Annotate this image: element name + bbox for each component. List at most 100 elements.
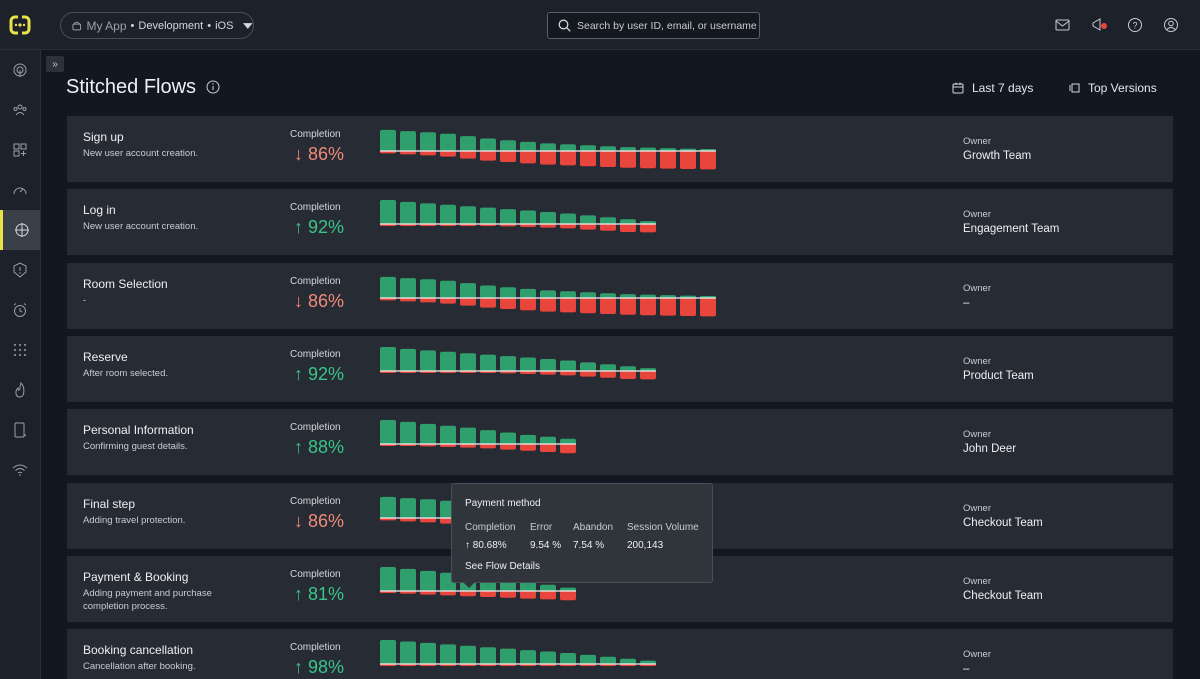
- step-success-bar[interactable]: [440, 133, 456, 151]
- step-drop-bar[interactable]: [480, 444, 496, 449]
- step-success-bar[interactable]: [400, 498, 416, 518]
- flow-steps-chart[interactable]: [380, 116, 740, 182]
- step-success-bar[interactable]: [600, 146, 616, 151]
- step-success-bar[interactable]: [420, 350, 436, 371]
- step-success-bar[interactable]: [440, 280, 456, 298]
- step-success-bar[interactable]: [400, 421, 416, 444]
- step-success-bar[interactable]: [540, 143, 556, 151]
- mail-icon[interactable]: [1054, 16, 1072, 34]
- step-success-bar[interactable]: [480, 138, 496, 151]
- profile-icon[interactable]: [1162, 16, 1180, 34]
- step-success-bar[interactable]: [600, 364, 616, 371]
- step-success-bar[interactable]: [560, 360, 576, 371]
- flow-card[interactable]: Log in New user account creation. Completi…: [67, 189, 1173, 255]
- flow-steps-chart[interactable]: [380, 336, 740, 402]
- step-success-bar[interactable]: [580, 292, 596, 298]
- step-drop-bar[interactable]: [540, 591, 556, 600]
- step-success-bar[interactable]: [540, 651, 556, 664]
- step-drop-bar[interactable]: [440, 298, 456, 304]
- step-success-bar[interactable]: [440, 644, 456, 664]
- step-success-bar[interactable]: [600, 656, 616, 664]
- flow-steps-chart[interactable]: [380, 263, 740, 329]
- step-drop-bar[interactable]: [580, 224, 596, 230]
- step-success-bar[interactable]: [560, 438, 576, 444]
- flow-card[interactable]: Room Selection - Completion ↓ 86% Owner –: [67, 263, 1173, 329]
- step-success-bar[interactable]: [540, 212, 556, 224]
- step-drop-bar[interactable]: [500, 591, 516, 598]
- step-success-bar[interactable]: [460, 645, 476, 664]
- step-success-bar[interactable]: [420, 642, 436, 664]
- flow-card[interactable]: Sign up New user account creation. Complet…: [67, 116, 1173, 182]
- flow-card[interactable]: Personal Information Confirming guest det…: [67, 409, 1173, 475]
- flow-card[interactable]: Payment & Booking Adding payment and purc…: [67, 556, 1173, 622]
- step-drop-bar[interactable]: [500, 224, 516, 227]
- step-success-bar[interactable]: [500, 432, 516, 444]
- flow-steps-chart[interactable]: [380, 409, 740, 475]
- search-input[interactable]: [577, 19, 757, 32]
- step-drop-bar[interactable]: [640, 151, 656, 169]
- date-range-button[interactable]: Last 7 days: [952, 81, 1033, 95]
- sidebar-item-crashes[interactable]: [0, 370, 40, 410]
- step-success-bar[interactable]: [380, 420, 396, 444]
- step-drop-bar[interactable]: [560, 151, 576, 166]
- step-success-bar[interactable]: [640, 368, 656, 371]
- versions-button[interactable]: Top Versions: [1068, 81, 1157, 95]
- sidebar-item-performance[interactable]: [0, 170, 40, 210]
- step-success-bar[interactable]: [500, 287, 516, 298]
- step-drop-bar[interactable]: [560, 298, 576, 313]
- step-success-bar[interactable]: [380, 640, 396, 664]
- step-drop-bar[interactable]: [660, 298, 676, 316]
- step-drop-bar[interactable]: [640, 224, 656, 233]
- step-success-bar[interactable]: [420, 570, 436, 591]
- step-drop-bar[interactable]: [500, 371, 516, 374]
- step-drop-bar[interactable]: [380, 151, 396, 154]
- step-success-bar[interactable]: [420, 423, 436, 444]
- step-drop-bar[interactable]: [440, 151, 456, 157]
- step-success-bar[interactable]: [380, 200, 396, 224]
- step-drop-bar[interactable]: [400, 518, 416, 522]
- step-success-bar[interactable]: [640, 221, 656, 224]
- step-drop-bar[interactable]: [500, 151, 516, 162]
- step-success-bar[interactable]: [520, 650, 536, 664]
- step-drop-bar[interactable]: [420, 518, 436, 523]
- step-success-bar[interactable]: [460, 206, 476, 224]
- step-success-bar[interactable]: [520, 210, 536, 224]
- help-icon[interactable]: ?: [1126, 16, 1144, 34]
- sidebar-item-apps[interactable]: [0, 330, 40, 370]
- step-drop-bar[interactable]: [700, 151, 716, 170]
- step-success-bar[interactable]: [380, 129, 396, 151]
- step-success-bar[interactable]: [480, 285, 496, 298]
- step-drop-bar[interactable]: [620, 298, 636, 315]
- step-drop-bar[interactable]: [540, 298, 556, 312]
- step-drop-bar[interactable]: [480, 151, 496, 161]
- step-success-bar[interactable]: [560, 291, 576, 298]
- info-icon[interactable]: [206, 80, 220, 94]
- app-switcher[interactable]: My App • Development • iOS: [60, 12, 254, 39]
- flow-card[interactable]: Booking cancellation Cancellation after b…: [67, 629, 1173, 679]
- step-success-bar[interactable]: [680, 295, 696, 298]
- sidebar-item-network[interactable]: [0, 50, 40, 90]
- step-success-bar[interactable]: [620, 294, 636, 298]
- step-success-bar[interactable]: [400, 131, 416, 151]
- step-drop-bar[interactable]: [540, 371, 556, 375]
- step-success-bar[interactable]: [400, 348, 416, 371]
- step-drop-bar[interactable]: [600, 371, 616, 378]
- sidebar-item-flows[interactable]: [0, 210, 40, 250]
- sidebar-item-dashboard[interactable]: [0, 130, 40, 170]
- step-success-bar[interactable]: [380, 567, 396, 591]
- sidebar-item-alarms[interactable]: [0, 290, 40, 330]
- step-success-bar[interactable]: [560, 144, 576, 151]
- step-drop-bar[interactable]: [520, 444, 536, 451]
- step-success-bar[interactable]: [380, 276, 396, 298]
- step-drop-bar[interactable]: [680, 298, 696, 316]
- step-success-bar[interactable]: [400, 278, 416, 298]
- step-drop-bar[interactable]: [580, 151, 596, 167]
- step-drop-bar[interactable]: [600, 298, 616, 314]
- step-success-bar[interactable]: [580, 654, 596, 664]
- step-success-bar[interactable]: [560, 652, 576, 664]
- step-drop-bar[interactable]: [480, 298, 496, 308]
- step-success-bar[interactable]: [480, 647, 496, 664]
- step-success-bar[interactable]: [400, 201, 416, 224]
- step-drop-bar[interactable]: [400, 591, 416, 594]
- step-drop-bar[interactable]: [520, 298, 536, 311]
